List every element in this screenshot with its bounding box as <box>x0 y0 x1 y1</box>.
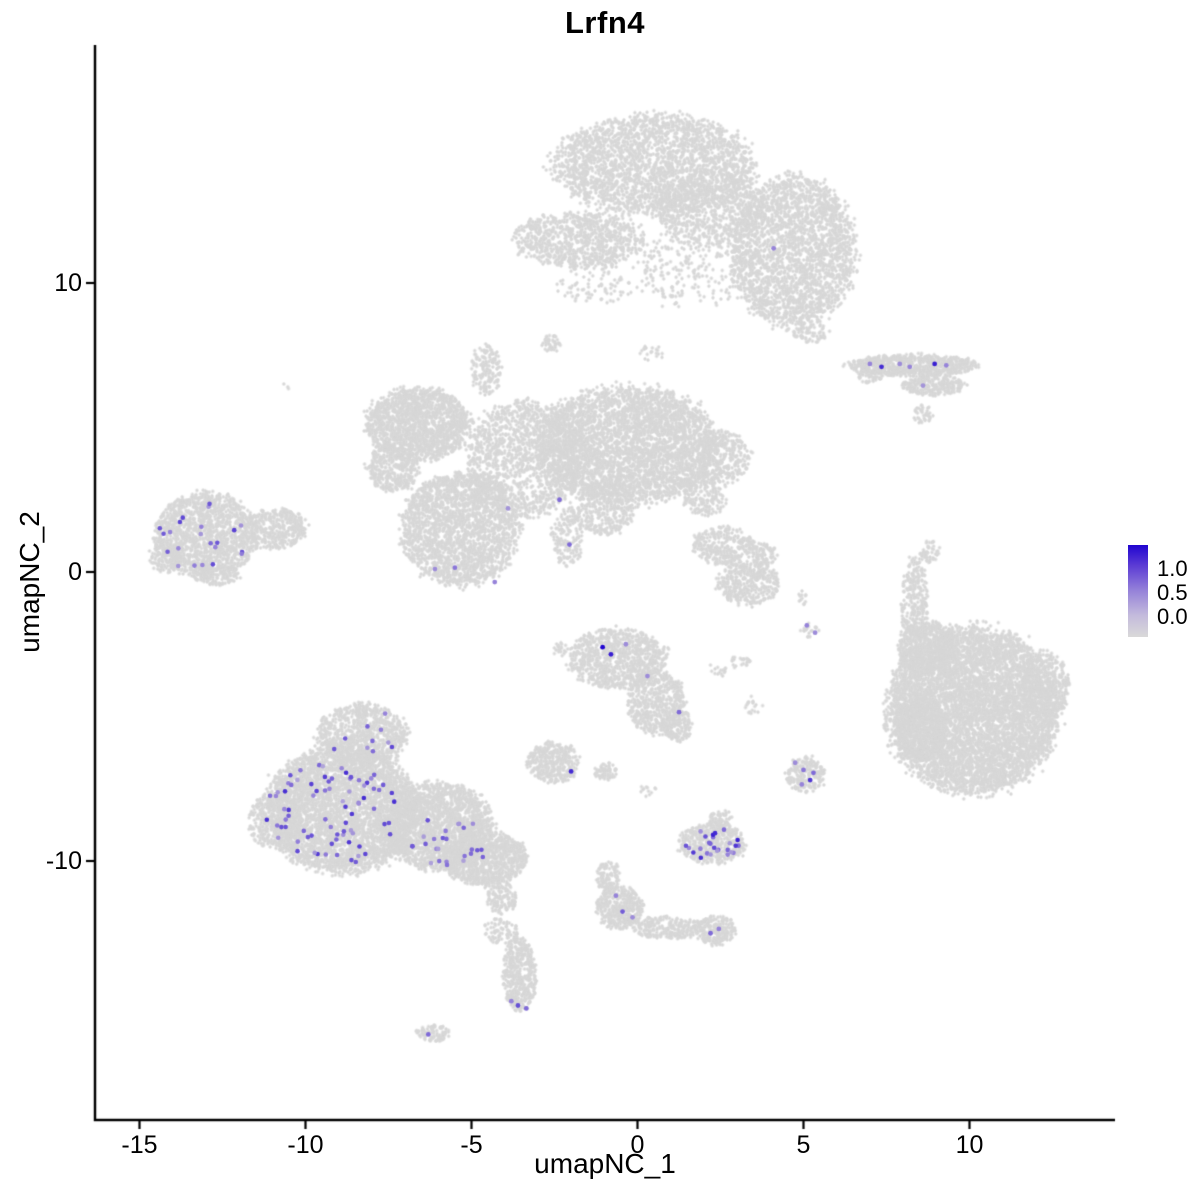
x-tick-label-5: 10 <box>955 1131 984 1159</box>
legend-gradient-bar <box>1128 545 1148 637</box>
x-tick-label-0: -15 <box>121 1131 158 1159</box>
plot-title: Lrfn4 <box>565 5 645 40</box>
x-tick-label-4: 5 <box>796 1131 811 1159</box>
legend-label-0: 1.0 <box>1157 556 1188 581</box>
x-tick-label-2: -5 <box>460 1131 483 1159</box>
x-tick-label-3: 0 <box>630 1131 645 1159</box>
x-axis-title: umapNC_1 <box>534 1148 676 1179</box>
legend-label-2: 0.0 <box>1157 604 1188 629</box>
y-tick-label-1: 0 <box>68 558 82 586</box>
x-tick-label-1: -10 <box>287 1131 324 1159</box>
legend-label-1: 0.5 <box>1157 580 1188 605</box>
y-tick-label-0: -10 <box>45 847 82 875</box>
y-tick-label-2: 10 <box>54 269 82 297</box>
